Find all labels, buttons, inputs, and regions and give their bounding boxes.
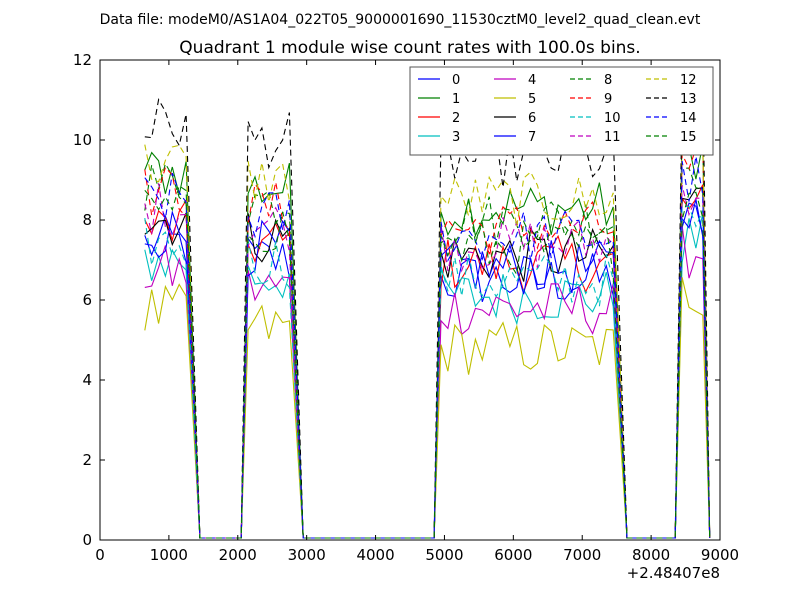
legend-label: 6 [528, 111, 536, 126]
legend-label: 14 [680, 111, 697, 126]
chart-title: Quadrant 1 module wise count rates with … [179, 38, 640, 58]
data-file-label: Data file: modeM0/AS1A04_022T05_90000016… [100, 12, 701, 28]
legend-label: 0 [452, 73, 460, 88]
x-tick-label: 8000 [632, 546, 670, 564]
x-tick-label: 2000 [219, 546, 257, 564]
x-tick-label: 0 [95, 546, 105, 564]
x-axis-offset-label: +2.48407e8 [627, 564, 720, 582]
y-tick-label: 8 [82, 211, 92, 229]
series-line-11 [144, 183, 711, 539]
x-axis: 0 1000 2000 3000 4000 5000 6000 7000 8000 9000 [95, 60, 739, 564]
legend-label: 1 [452, 92, 460, 107]
y-tick-label: 2 [82, 451, 92, 469]
series-line-15 [144, 185, 711, 539]
legend-label: 4 [528, 73, 536, 88]
series-layer [144, 81, 711, 539]
legend-label: 7 [528, 130, 536, 145]
y-tick-label: 10 [73, 131, 92, 149]
x-tick-label: 7000 [563, 546, 601, 564]
x-tick-label: 5000 [425, 546, 463, 564]
y-tick-label: 4 [82, 371, 92, 389]
x-tick-label: 9000 [701, 546, 739, 564]
legend-label: 13 [680, 92, 697, 107]
series-line-9 [144, 145, 711, 539]
legend-label: 3 [452, 130, 460, 145]
legend-label: 2 [452, 111, 460, 126]
series-line-13 [144, 81, 711, 539]
series-line-12 [144, 136, 711, 539]
legend-label: 12 [680, 73, 697, 88]
x-tick-label: 3000 [288, 546, 326, 564]
legend-label: 9 [604, 92, 612, 107]
x-tick-label: 4000 [356, 546, 394, 564]
legend-label: 11 [604, 130, 621, 145]
legend-label: 15 [680, 130, 697, 145]
legend-label: 5 [528, 92, 536, 107]
legend-label: 8 [604, 73, 612, 88]
y-tick-label: 12 [73, 51, 92, 69]
x-tick-label: 1000 [150, 546, 188, 564]
x-tick-label: 6000 [494, 546, 532, 564]
legend-box [409, 66, 714, 156]
y-tick-label: 0 [82, 531, 92, 549]
legend-label: 10 [604, 111, 621, 126]
y-tick-label: 6 [82, 291, 92, 309]
